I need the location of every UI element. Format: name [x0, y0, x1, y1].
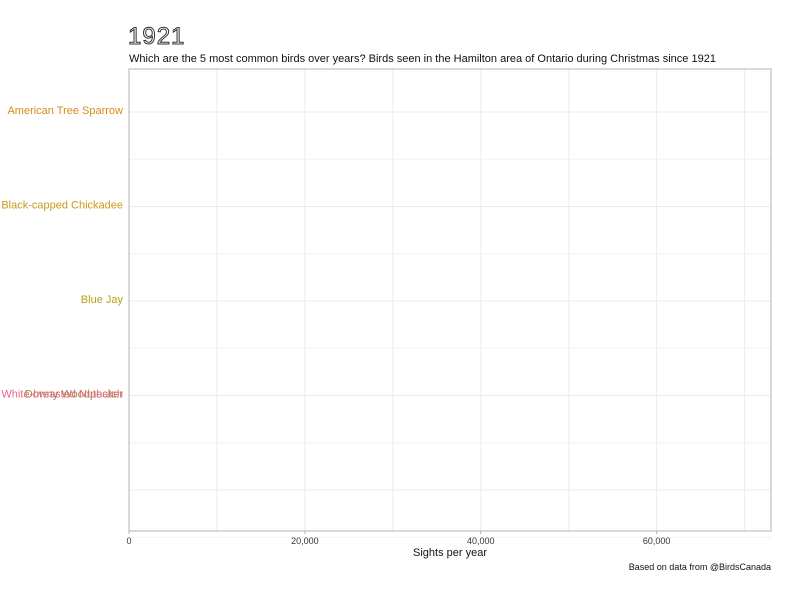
- x-tick-label: 0: [126, 536, 131, 546]
- x-tick-label: 40,000: [467, 536, 495, 546]
- category-label: Blue Jay: [81, 294, 124, 306]
- plot-border: [128, 68, 772, 532]
- chart-subtitle: Which are the 5 most common birds over y…: [129, 53, 716, 65]
- x-axis-label: Sights per year: [413, 547, 487, 559]
- year-title: 1921: [127, 23, 186, 51]
- x-tick-label: 20,000: [291, 536, 319, 546]
- category-label: American Tree Sparrow: [7, 105, 123, 117]
- x-tick-label: 60,000: [643, 536, 671, 546]
- grid-lines: [129, 69, 771, 538]
- category-labels: American Tree Sparrow Black-capped Chicka…: [1, 105, 123, 401]
- category-label: Downy Woodpecker: [25, 389, 124, 401]
- category-label: Black-capped Chickadee: [1, 200, 123, 212]
- x-axis-ticks: 0 20,000 40,000 60,000: [126, 531, 670, 546]
- caption: Based on data from @BirdsCanada: [628, 562, 771, 572]
- category-label: White-breasted Nuthatch: [1, 389, 123, 401]
